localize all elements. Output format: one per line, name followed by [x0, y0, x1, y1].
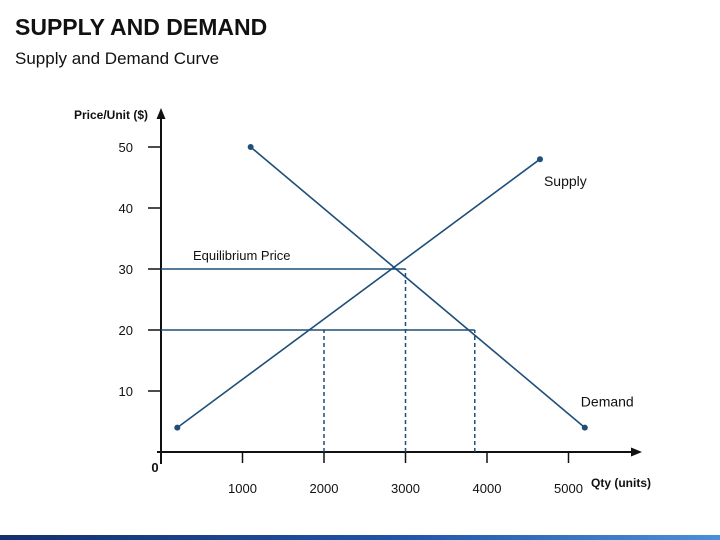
origin-label: 0: [151, 460, 158, 475]
slide-subtitle: Supply and Demand Curve: [15, 49, 220, 68]
x-axis-label: Qty (units): [591, 476, 651, 490]
x-tick-label: 2000: [310, 481, 339, 496]
y-tick-label: 30: [119, 262, 133, 277]
y-axis-arrow: [156, 108, 166, 119]
supply-point: [174, 424, 181, 431]
footer-bar: [0, 535, 720, 540]
y-axis-label: Price/Unit ($): [74, 108, 148, 122]
y-tick-label: 20: [119, 323, 133, 338]
equilibrium-price-label: Equilibrium Price: [193, 248, 291, 263]
slide-title: SUPPLY AND DEMAND: [15, 14, 268, 40]
chart-plot-layer: 10 20 30 40 50 1000 2000 3000 4000 5000 Supply Dema…: [119, 108, 642, 496]
y-tick-label: 50: [119, 140, 133, 155]
x-tick-label: 3000: [391, 481, 420, 496]
x-tick-label: 5000: [554, 481, 583, 496]
supply-curve: [176, 158, 541, 429]
demand-curve: [250, 146, 586, 429]
supply-point: [536, 156, 543, 163]
x-tick-label: 1000: [228, 481, 257, 496]
demand-point: [247, 144, 254, 150]
x-tick-label: 4000: [473, 481, 502, 496]
supply-label: Supply: [544, 173, 587, 189]
x-axis-arrow: [631, 447, 642, 457]
y-tick-label: 10: [119, 384, 133, 399]
y-tick-label: 40: [119, 201, 133, 216]
demand-label: Demand: [581, 394, 634, 410]
demand-point: [581, 424, 588, 431]
